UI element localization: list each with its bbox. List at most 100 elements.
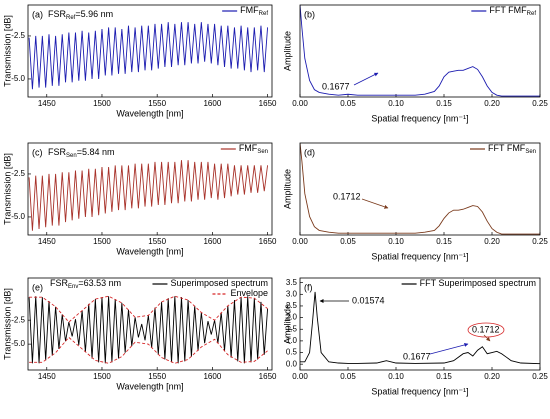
legend-name: FMF <box>239 143 258 153</box>
note-rest: =5.84 nm <box>77 147 115 157</box>
y-tick-label: 3.0 <box>286 289 298 298</box>
x-axis-title: Wavelength [nm] <box>116 381 183 391</box>
panel-label: (f) <box>304 282 313 292</box>
annotation: 0.1712 <box>472 324 500 334</box>
x-tick-label: 1550 <box>148 99 166 108</box>
data-line <box>28 296 269 364</box>
plot-frame <box>299 142 541 236</box>
x-tick-label: 0.25 <box>532 99 548 108</box>
x-tick-label: 0.25 <box>532 372 548 381</box>
x-tick-label: 0.15 <box>436 237 452 246</box>
y-tick-label: -2.5 <box>11 169 25 178</box>
y-axis-title: Amplitude <box>282 169 292 209</box>
x-tick-label: 1450 <box>38 237 56 246</box>
panel: 0.00 0.05 0.10 0.15 0.20 0.25 0.0 0.5 1.0 1.5 2.0 2… <box>282 277 548 396</box>
x-tick-label: 0.20 <box>484 372 500 381</box>
x-tick-label: 1500 <box>93 372 111 381</box>
panel: 1450 1500 1550 1600 1650 -2.5 -5.0 Wavelength [… <box>2 277 277 391</box>
note-main: FSR <box>50 278 69 288</box>
x-tick-label: 0.00 <box>292 99 308 108</box>
legend-label: Superimposed spectrum <box>170 278 268 288</box>
x-tick-label: 0.20 <box>484 99 500 108</box>
plot-frame <box>27 4 273 98</box>
x-tick-label: 1550 <box>148 237 166 246</box>
x-axis-title: Spatial frequency [nm⁻¹] <box>371 113 468 123</box>
note-sub: Sen <box>66 153 77 159</box>
x-tick-label: 0.10 <box>388 99 404 108</box>
x-tick-label: 1500 <box>93 237 111 246</box>
annotation-arrow <box>429 342 469 355</box>
y-tick-label: -5.0 <box>11 212 25 221</box>
data-line <box>300 291 540 365</box>
y-tick-label: 1.0 <box>286 336 298 345</box>
x-tick-label: 1600 <box>203 372 221 381</box>
note-rest: =63.53 nm <box>78 278 121 288</box>
annotation-arrow <box>483 334 491 342</box>
legend-label: FFT Superimposed spectrum <box>420 278 536 288</box>
panel-label: (c) <box>32 147 43 157</box>
x-tick-label: 0.00 <box>292 237 308 246</box>
x-tick-label: 0.00 <box>292 372 308 381</box>
note-sub: Env <box>68 284 78 290</box>
x-axis-title: Spatial frequency [nm⁻¹] <box>371 386 468 396</box>
plot-frame <box>299 4 541 98</box>
x-tick-label: 1650 <box>259 237 277 246</box>
x-tick-label: 1450 <box>38 99 56 108</box>
y-tick-label: 3.5 <box>286 278 298 287</box>
legend-label: FMFSen <box>239 143 268 154</box>
y-axis-title: Transmission [dB] <box>2 288 12 360</box>
x-tick-label: 1650 <box>259 99 277 108</box>
data-line <box>28 160 269 231</box>
annotation: 0.1712 <box>333 191 361 201</box>
y-tick-label: -5.0 <box>11 74 25 83</box>
x-axis-title: Wavelength [nm] <box>116 246 183 256</box>
y-axis-title: Transmission [dB] <box>2 15 12 87</box>
legend-sub: Sen <box>257 149 268 155</box>
plot-frame <box>299 277 541 371</box>
x-tick-label: 1450 <box>38 372 56 381</box>
annotation: 0.01574 <box>352 295 385 305</box>
note-rest: =5.96 nm <box>75 9 113 19</box>
x-tick-label: 0.10 <box>388 237 404 246</box>
annotation-ring <box>467 322 505 338</box>
y-tick-label: 2.0 <box>286 313 298 322</box>
panel-label: (d) <box>304 147 315 157</box>
panel: 0.00 0.05 0.10 0.15 0.20 0.25 Spatial frequenc… <box>282 4 548 123</box>
y-axis-title: Amplitude <box>282 304 292 344</box>
panel-label: (b) <box>304 9 315 19</box>
legend-name: FFT Superimposed spectrum <box>420 278 536 288</box>
legend-sub: Ref <box>259 11 269 17</box>
note-main: FSR <box>48 147 67 157</box>
panel: 1450 1500 1550 1600 1650 -2.5 -5.0 Wavelength [… <box>2 142 277 256</box>
annotation-arrow <box>361 198 389 209</box>
legend-label: FMFRef <box>240 5 268 16</box>
x-tick-label: 1550 <box>148 372 166 381</box>
x-tick-label: 0.05 <box>340 372 356 381</box>
y-tick-label: -5.0 <box>11 339 25 348</box>
panel-label: (a) <box>32 9 43 19</box>
plot-frame <box>27 142 273 236</box>
legend-label: FFT FMFSen <box>488 143 536 154</box>
x-tick-label: 0.20 <box>484 237 500 246</box>
y-tick-label: 2.5 <box>286 301 298 310</box>
legend-name: FFT FMF <box>488 143 526 153</box>
legend-name: Envelope <box>230 288 268 298</box>
legend-name: Superimposed spectrum <box>170 278 268 288</box>
panel: 0.00 0.05 0.10 0.15 0.20 0.25 Spatial frequenc… <box>282 142 548 261</box>
legend-sub: Sen <box>525 149 536 155</box>
panel-note: FSRSen=5.84 nm <box>48 147 114 158</box>
x-tick-label: 0.05 <box>340 237 356 246</box>
data-line <box>300 143 540 235</box>
data-line <box>28 22 269 90</box>
note-main: FSR <box>48 9 67 19</box>
panel: 1450 1500 1550 1600 1650 -2.5 -5.0 Wavelength [… <box>2 4 277 118</box>
y-tick-label: -2.5 <box>11 315 25 324</box>
x-tick-label: 1600 <box>203 237 221 246</box>
x-tick-label: 0.10 <box>388 372 404 381</box>
annotation-arrow <box>353 72 379 86</box>
x-tick-label: 1650 <box>259 372 277 381</box>
legend-label: Envelope <box>230 288 268 298</box>
y-tick-label: 0.0 <box>286 359 298 368</box>
x-tick-label: 0.25 <box>532 237 548 246</box>
x-axis-title: Spatial frequency [nm⁻¹] <box>371 251 468 261</box>
